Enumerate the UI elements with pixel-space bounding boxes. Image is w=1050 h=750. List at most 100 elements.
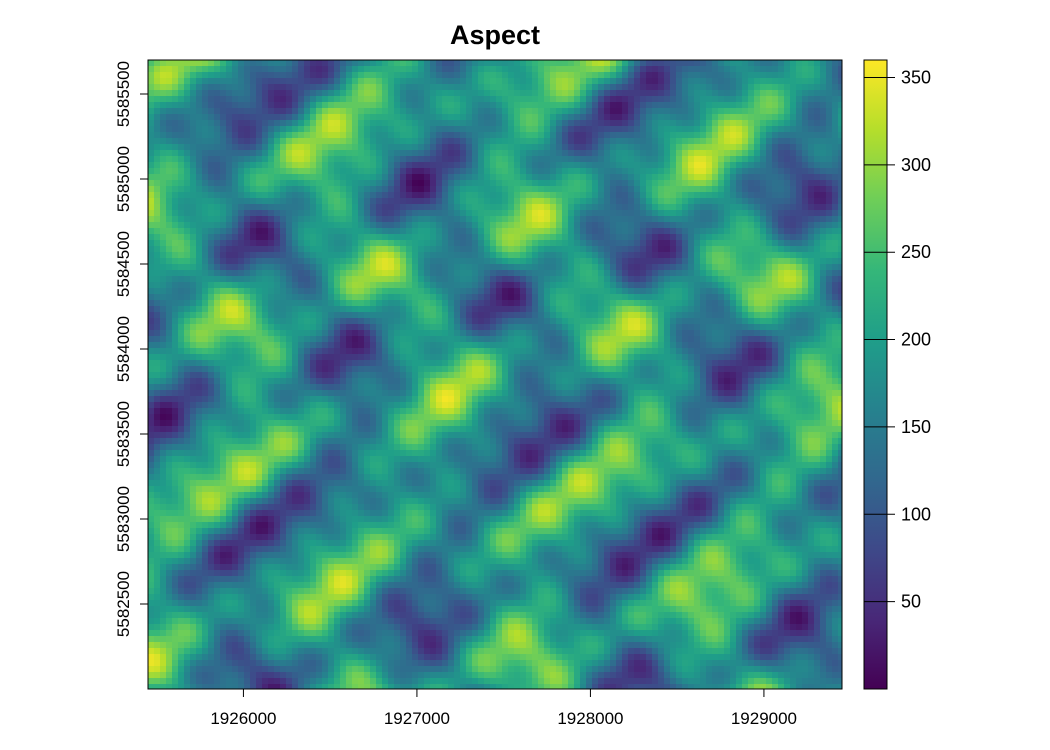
- raster-cell: [814, 150, 820, 156]
- raster-cell: [460, 144, 466, 150]
- raster-cell: [820, 84, 826, 90]
- raster-cell: [292, 96, 298, 102]
- raster-cell: [808, 96, 814, 102]
- raster-cell: [232, 270, 238, 276]
- raster-cell: [838, 228, 842, 234]
- raster-cell: [616, 258, 622, 264]
- raster-cell: [634, 126, 640, 132]
- raster-cell: [358, 90, 364, 96]
- raster-cell: [346, 198, 352, 204]
- raster-cell: [640, 288, 646, 294]
- raster-cell: [514, 180, 520, 186]
- raster-cell: [664, 198, 670, 204]
- raster-cell: [574, 84, 580, 90]
- raster-cell: [742, 258, 748, 264]
- raster-cell: [430, 288, 436, 294]
- raster-cell: [820, 210, 826, 216]
- raster-cell: [802, 222, 808, 228]
- raster-cell: [382, 252, 388, 258]
- raster-cell: [748, 270, 754, 276]
- raster-cell: [814, 300, 820, 306]
- raster-cell: [712, 300, 718, 306]
- raster-cell: [472, 66, 478, 72]
- raster-cell: [760, 252, 766, 258]
- raster-cell: [670, 108, 676, 114]
- raster-cell: [736, 252, 742, 258]
- raster-cell: [496, 174, 502, 180]
- raster-cell: [274, 138, 280, 144]
- raster-cell: [352, 90, 358, 96]
- raster-cell: [196, 186, 202, 192]
- raster-cell: [814, 126, 820, 132]
- raster-cell: [358, 264, 364, 270]
- raster-cell: [730, 210, 736, 216]
- raster-cell: [694, 240, 700, 246]
- raster-cell: [754, 234, 760, 240]
- raster-cell: [478, 78, 484, 84]
- raster-cell: [388, 108, 394, 114]
- raster-cell: [484, 90, 490, 96]
- raster-cell: [454, 96, 460, 102]
- raster-cell: [520, 84, 526, 90]
- raster-cell: [232, 114, 238, 120]
- raster-cell: [586, 84, 592, 90]
- raster-cell: [262, 222, 268, 228]
- raster-cell: [658, 276, 664, 282]
- raster-cell: [280, 288, 286, 294]
- raster-cell: [736, 162, 742, 168]
- raster-cell: [592, 228, 598, 234]
- raster-cell: [382, 114, 388, 120]
- raster-cell: [232, 210, 238, 216]
- raster-cell: [772, 228, 778, 234]
- raster-cell: [664, 186, 670, 192]
- raster-cell: [538, 96, 544, 102]
- raster-cell: [394, 186, 400, 192]
- raster-cell: [556, 276, 562, 282]
- raster-cell: [268, 222, 274, 228]
- raster-cell: [268, 264, 274, 270]
- raster-cell: [754, 132, 760, 138]
- raster-cell: [760, 204, 766, 210]
- raster-cell: [166, 252, 172, 258]
- raster-cell: [760, 126, 766, 132]
- raster-cell: [496, 126, 502, 132]
- raster-cell: [172, 222, 178, 228]
- raster-cell: [436, 270, 442, 276]
- raster-cell: [778, 234, 784, 240]
- raster-cell: [268, 132, 274, 138]
- raster-cell: [448, 270, 454, 276]
- raster-cell: [760, 282, 766, 288]
- raster-cell: [748, 252, 754, 258]
- raster-cell: [604, 264, 610, 270]
- raster-cell: [172, 252, 178, 258]
- raster-cell: [628, 72, 634, 78]
- raster-cell: [244, 108, 250, 114]
- raster-cell: [166, 60, 172, 66]
- raster-cell: [454, 108, 460, 114]
- raster-cell: [280, 276, 286, 282]
- raster-cell: [352, 240, 358, 246]
- raster-cell: [568, 96, 574, 102]
- raster-cell: [586, 198, 592, 204]
- raster-cell: [562, 78, 568, 84]
- raster-cell: [196, 282, 202, 288]
- raster-cell: [490, 246, 496, 252]
- raster-cell: [772, 234, 778, 240]
- raster-cell: [178, 72, 184, 78]
- raster-cell: [814, 78, 820, 84]
- raster-cell: [430, 216, 436, 222]
- raster-cell: [166, 258, 172, 264]
- raster-cell: [568, 312, 574, 318]
- raster-cell: [658, 246, 664, 252]
- raster-cell: [262, 198, 268, 204]
- raster-cell: [724, 222, 730, 228]
- raster-cell: [628, 144, 634, 150]
- raster-cell: [292, 150, 298, 156]
- raster-cell: [148, 186, 154, 192]
- raster-cell: [526, 60, 532, 66]
- raster-cell: [184, 102, 190, 108]
- raster-cell: [676, 222, 682, 228]
- raster-cell: [592, 252, 598, 258]
- raster-cell: [328, 90, 334, 96]
- raster-cell: [808, 306, 814, 312]
